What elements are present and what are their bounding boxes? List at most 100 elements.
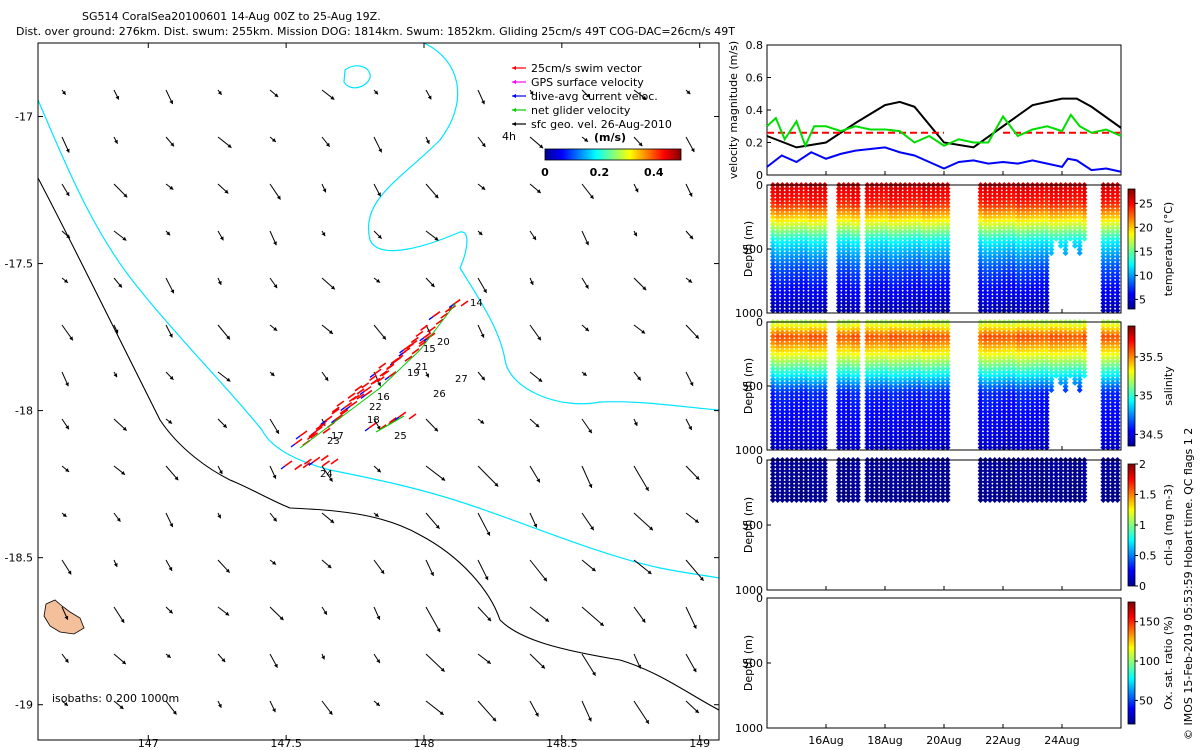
cast-sample — [1043, 207, 1050, 214]
cast-sample — [812, 239, 819, 246]
cast-sample — [869, 232, 876, 239]
velocity-arrow-head — [545, 617, 549, 622]
colorbar-tick-label: 10 — [1139, 269, 1153, 282]
cast-sample — [925, 296, 932, 303]
track-label: 19 — [407, 368, 420, 379]
cast-sample — [779, 214, 786, 221]
velocity-arrow-head — [63, 279, 68, 283]
cast-sample — [1029, 303, 1036, 310]
cast-sample — [1029, 192, 1036, 199]
cast-sample — [873, 232, 880, 239]
cast-sample — [1038, 203, 1045, 210]
cast-sample — [897, 242, 904, 249]
velocity-arrow-head — [584, 327, 589, 332]
cast-sample — [802, 214, 809, 221]
cast-sample — [982, 207, 989, 214]
cast-sample — [850, 199, 857, 206]
cast-sample — [793, 207, 800, 214]
cast-sample — [944, 210, 951, 217]
cast-sample — [1024, 300, 1031, 307]
cast-sample — [869, 214, 876, 221]
cast-sample — [802, 253, 809, 260]
cast-sample — [774, 203, 781, 210]
cast-sample — [854, 192, 861, 199]
cast-sample — [925, 253, 932, 260]
colorbar-tick-label: 0.4 — [644, 166, 664, 179]
cast-sample — [798, 271, 805, 278]
cast-sample — [869, 289, 876, 296]
velocity-arrow-head — [272, 517, 277, 522]
cast-sample — [916, 300, 923, 307]
cast-sample — [930, 300, 937, 307]
cast-sample — [906, 185, 913, 192]
velocity-arrow-head — [380, 569, 385, 574]
cast-sample — [1005, 289, 1012, 296]
cast-sample — [779, 293, 786, 300]
velocity-series-line — [766, 97, 1122, 149]
cast-sample — [911, 207, 918, 214]
velocity-arrow-head — [492, 717, 497, 722]
cast-sample — [939, 214, 946, 221]
cast-sample — [817, 250, 824, 257]
cast-sample — [845, 253, 852, 260]
cast-sample — [977, 303, 984, 310]
velocity-arrow-head — [480, 419, 485, 424]
cast-sample — [802, 232, 809, 239]
cast-sample — [1020, 207, 1027, 214]
cast-sample — [887, 207, 894, 214]
cast-sample — [864, 307, 871, 314]
cast-sample — [1043, 185, 1050, 192]
cast-sample — [850, 210, 857, 217]
cast-sample — [864, 199, 871, 206]
cast-sample — [812, 246, 819, 253]
cast-sample — [1038, 293, 1045, 300]
cast-sample — [1015, 242, 1022, 249]
cast-sample — [1015, 203, 1022, 210]
cast-sample — [1005, 225, 1012, 232]
cast-sample — [817, 207, 824, 214]
cast-sample — [930, 278, 937, 285]
cast-sample — [911, 210, 918, 217]
cast-sample — [807, 257, 814, 264]
velocity-arrow-head — [62, 513, 67, 517]
cast-sample — [920, 271, 927, 278]
cast-sample — [939, 250, 946, 257]
cast-sample — [779, 228, 786, 235]
cast-sample — [812, 207, 819, 214]
cast-sample — [1043, 271, 1050, 278]
cast-sample — [982, 235, 989, 242]
cast-sample — [788, 221, 795, 228]
cast-sample — [996, 264, 1003, 271]
cast-sample — [883, 275, 890, 282]
cast-sample — [1024, 271, 1031, 278]
cast-sample — [897, 235, 904, 242]
cast-sample — [784, 196, 791, 203]
cast-sample — [1038, 257, 1045, 264]
velocity-arrow-head — [221, 658, 226, 663]
cast-sample — [788, 282, 795, 289]
cast-sample — [892, 189, 899, 196]
velocity-arrow-head — [121, 470, 125, 475]
cast-sample — [774, 192, 781, 199]
cast-sample — [878, 250, 885, 257]
cast-sample — [935, 199, 942, 206]
cast-sample — [916, 293, 923, 300]
cast-sample — [1034, 257, 1041, 264]
cast-sample — [991, 275, 998, 282]
cast-sample — [840, 282, 847, 289]
velocity-arrow-head — [689, 381, 694, 386]
cast-sample — [996, 210, 1003, 217]
cast-sample — [835, 185, 842, 192]
cast-sample — [906, 275, 913, 282]
cast-sample — [845, 214, 852, 221]
cast-sample — [892, 303, 899, 310]
cast-sample — [1020, 253, 1027, 260]
cast-sample — [845, 192, 852, 199]
track-label: 15 — [423, 344, 436, 355]
cast-sample — [991, 232, 998, 239]
cast-sample — [779, 271, 786, 278]
cast-sample — [850, 196, 857, 203]
cast-sample — [788, 196, 795, 203]
cast-sample — [1010, 192, 1017, 199]
cast-sample — [982, 268, 989, 275]
